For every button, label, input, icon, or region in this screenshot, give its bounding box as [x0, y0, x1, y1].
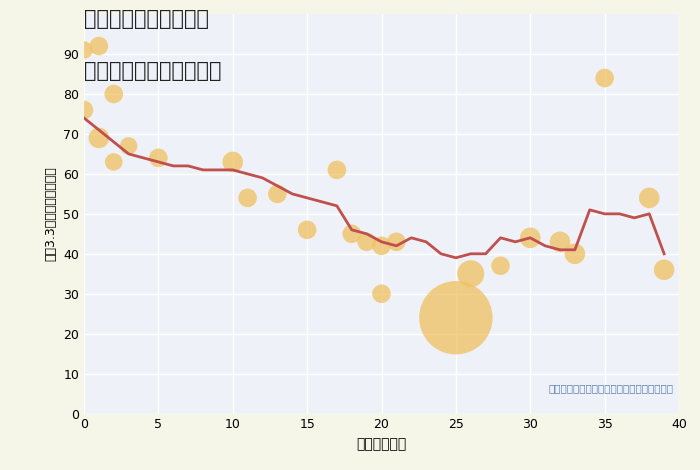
Point: [465, 270, 476, 277]
Point: [78, 106, 90, 114]
Point: [525, 234, 536, 242]
Point: [78, 47, 90, 54]
Point: [93, 42, 104, 50]
Text: 築年数別中古戸建て価格: 築年数別中古戸建て価格: [84, 61, 221, 81]
Point: [272, 190, 283, 197]
Point: [391, 238, 402, 245]
Text: 埼玉県鴻巣市生出塚の: 埼玉県鴻巣市生出塚の: [84, 9, 209, 30]
Point: [361, 238, 372, 245]
Point: [227, 158, 238, 166]
Point: [569, 250, 580, 258]
Point: [659, 266, 670, 274]
Point: [242, 194, 253, 202]
Point: [331, 166, 342, 174]
Y-axis label: 坪（3.3㎡）単価（万円）: 坪（3.3㎡）単価（万円）: [45, 166, 57, 261]
Point: [376, 242, 387, 250]
Point: [495, 262, 506, 270]
Point: [302, 226, 313, 234]
Point: [599, 74, 610, 82]
Point: [554, 238, 566, 245]
Point: [153, 154, 164, 162]
Point: [108, 158, 119, 166]
Point: [123, 142, 134, 149]
Point: [93, 134, 104, 142]
Text: 円の大きさは、取引のあった物件面積を示す: 円の大きさは、取引のあった物件面積を示す: [548, 384, 673, 394]
Point: [346, 230, 357, 237]
Point: [450, 314, 461, 321]
Point: [108, 90, 119, 98]
X-axis label: 築年数（年）: 築年数（年）: [356, 437, 407, 451]
Point: [376, 290, 387, 298]
Point: [644, 194, 655, 202]
